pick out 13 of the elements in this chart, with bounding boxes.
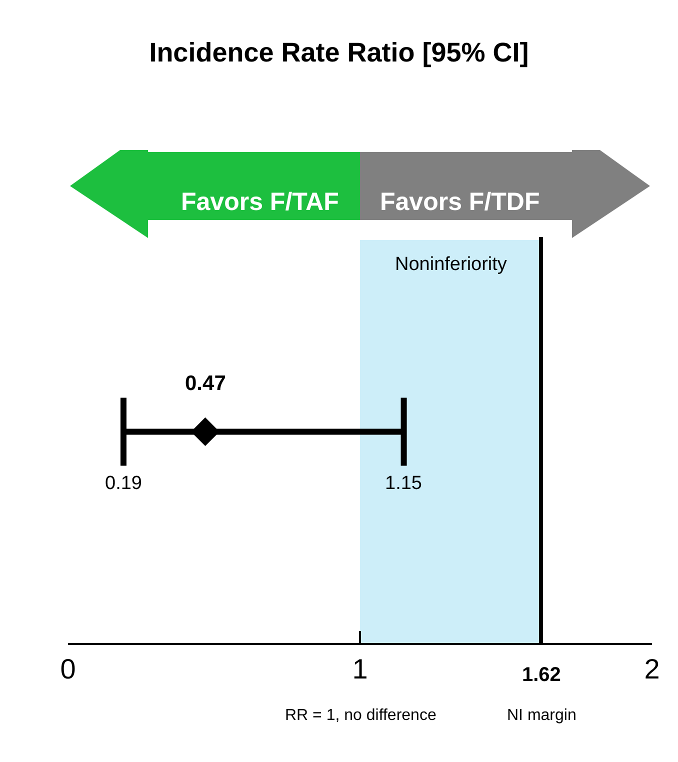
annotation: 0.19 bbox=[105, 473, 142, 494]
band-label: Noninferiority bbox=[395, 254, 508, 275]
x-tick-label: 2 bbox=[644, 654, 660, 685]
text: Favors F/TAF bbox=[181, 188, 339, 216]
text: NI margin bbox=[507, 707, 576, 724]
text: RR = 1, no difference bbox=[285, 707, 436, 724]
ref-line-label: 1.62 bbox=[522, 664, 561, 686]
annotation: 1.15 bbox=[385, 473, 422, 494]
x-tick-label: 1 bbox=[352, 654, 368, 685]
chart-title: Incidence Rate Ratio [95% CI] bbox=[149, 37, 529, 68]
data-label: 0.47 bbox=[185, 372, 226, 395]
text: Favors F/TDF bbox=[380, 188, 540, 216]
x-tick-label: 0 bbox=[60, 654, 76, 685]
